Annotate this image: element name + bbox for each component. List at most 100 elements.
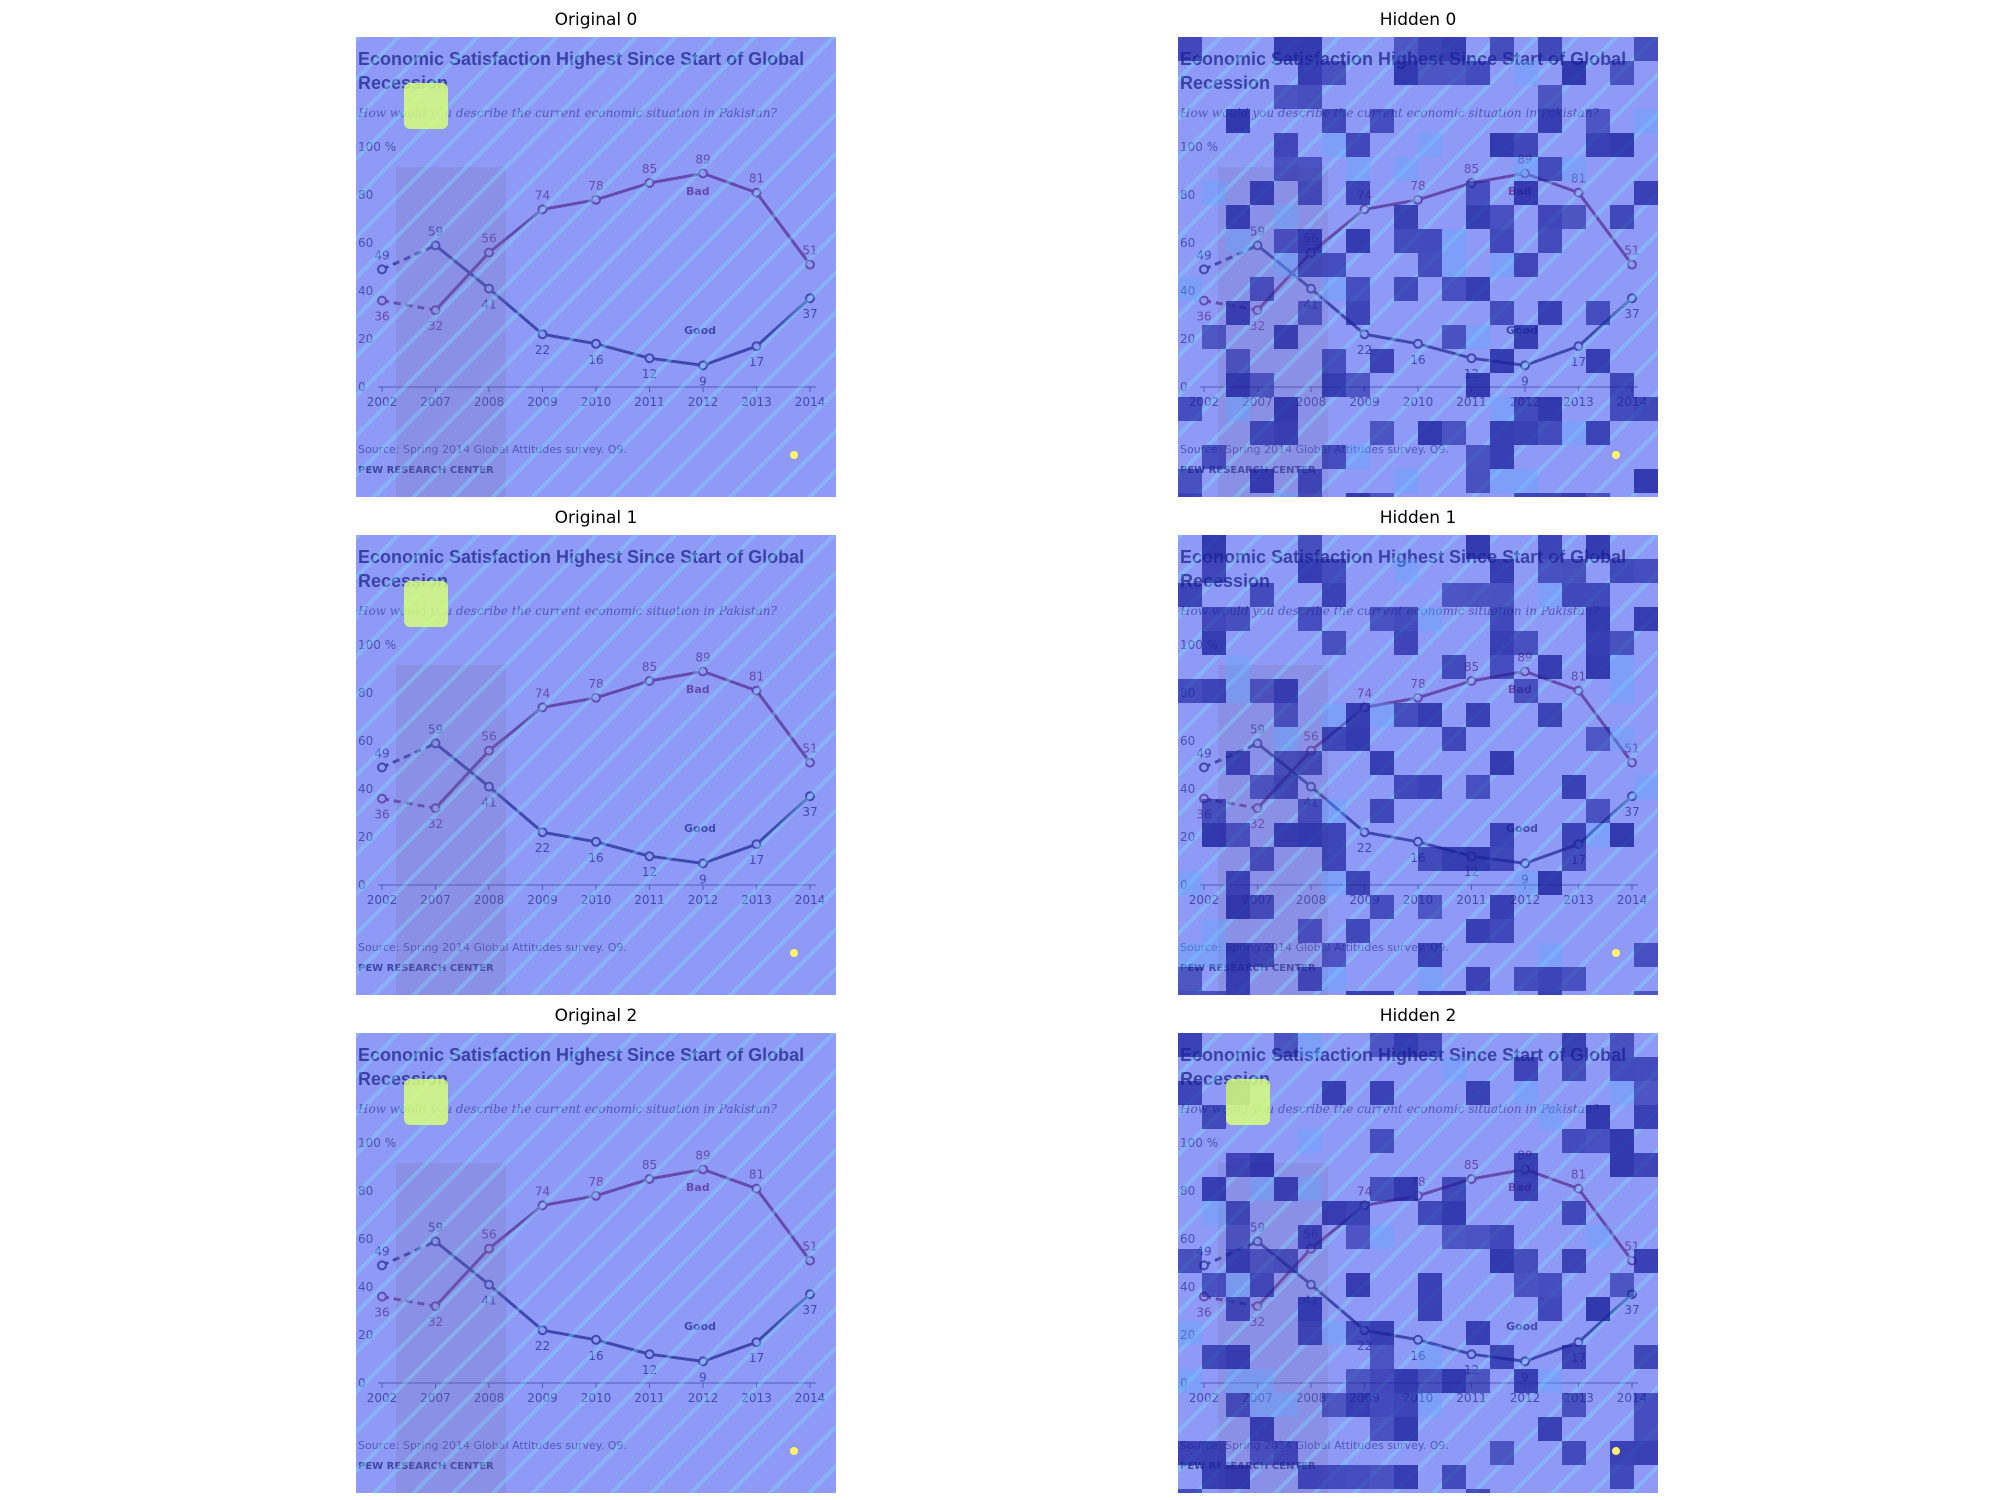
overlay-cell	[1274, 85, 1298, 109]
overlay-cell	[1490, 655, 1514, 679]
overlay-cell	[1298, 799, 1322, 823]
overlay-cell	[1418, 1345, 1442, 1369]
overlay-cell	[1394, 1417, 1418, 1441]
overlay-cell	[1178, 397, 1202, 421]
panel-title-original-1: Original 1	[554, 508, 638, 528]
overlay-cell	[1562, 823, 1586, 847]
overlay-cell	[1226, 823, 1250, 847]
overlay-cell	[1490, 1345, 1514, 1369]
overlay-cell	[1322, 799, 1346, 823]
overlay-cell	[1490, 445, 1514, 469]
overlay-cell	[1250, 469, 1274, 493]
overlay-cell	[1418, 943, 1442, 967]
overlay-cell	[1442, 277, 1466, 301]
overlay-cell	[1178, 679, 1202, 703]
overlay-cell	[1442, 1177, 1466, 1201]
overlay-cell	[1586, 631, 1610, 655]
overlay-cell	[1610, 1057, 1634, 1081]
overlay-cell	[1226, 943, 1250, 967]
overlay-cell	[1274, 205, 1298, 229]
overlay-cell	[1202, 799, 1226, 823]
overlay-cell	[1538, 559, 1562, 583]
overlay-cell	[1610, 61, 1634, 85]
overlay-cell	[1562, 1129, 1586, 1153]
overlay-cell	[1514, 493, 1538, 497]
overlay-cell	[1466, 1321, 1490, 1345]
overlay-cell	[1370, 421, 1394, 445]
overlay-cell	[1466, 445, 1490, 469]
overlay-cell	[1322, 631, 1346, 655]
overlay-cell	[1586, 607, 1610, 631]
overlay-cell	[1514, 157, 1538, 181]
overlay-cell	[1202, 325, 1226, 349]
overlay-cell	[1346, 493, 1370, 497]
overlay-cell	[1634, 991, 1658, 995]
overlay-cell	[1538, 421, 1562, 445]
overlay-cell	[1226, 1273, 1250, 1297]
overlay-cell	[1274, 1441, 1298, 1465]
overlay-cell	[1394, 775, 1418, 799]
overlay-cell	[1178, 1321, 1202, 1345]
overlay-cell	[1562, 583, 1586, 607]
overlay-cell	[1514, 1153, 1538, 1177]
overlay-cell	[1466, 61, 1490, 85]
overlay-cell	[1226, 1153, 1250, 1177]
overlay-cell	[1442, 229, 1466, 253]
overlay-cell	[1490, 823, 1514, 847]
overlay-cell	[1490, 301, 1514, 325]
overlay-cell	[1538, 1369, 1562, 1393]
overlay-cell	[1466, 775, 1490, 799]
overlay-cell	[1394, 1465, 1418, 1489]
overlay-cell	[1178, 493, 1202, 497]
overlay-cell	[1562, 1033, 1586, 1057]
overlay-cell	[1370, 799, 1394, 823]
overlay-cell	[1490, 895, 1514, 919]
overlay-cell	[1538, 205, 1562, 229]
overlay-cell	[1346, 445, 1370, 469]
overlay-cell	[1634, 943, 1658, 967]
overlay-dot	[1612, 1447, 1620, 1455]
overlay-cell	[1322, 823, 1346, 847]
overlay-cell	[1586, 1225, 1610, 1249]
overlay-cell	[1514, 631, 1538, 655]
overlay-cell	[1562, 1201, 1586, 1225]
overlay-cell	[1322, 703, 1346, 727]
overlay-cell	[1562, 1441, 1586, 1465]
overlay-cell	[1394, 469, 1418, 493]
overlay-cell	[1202, 1105, 1226, 1129]
overlay-cell	[1562, 847, 1586, 871]
overlay-cell	[1538, 535, 1562, 559]
overlay-cell	[1226, 229, 1250, 253]
overlay-cell	[1538, 655, 1562, 679]
overlay-cell	[1250, 1417, 1274, 1441]
overlay-cell	[1466, 277, 1490, 301]
overlay-cell	[1538, 493, 1562, 497]
overlay-cell	[1394, 157, 1418, 181]
overlay-cell	[1226, 1225, 1250, 1249]
overlay-cell	[1298, 823, 1322, 847]
overlay-cell	[1634, 1105, 1658, 1129]
overlay-cell	[1202, 823, 1226, 847]
overlay-cell	[1394, 61, 1418, 85]
overlay-cell	[1466, 1225, 1490, 1249]
panel-title-original-2: Original 2	[554, 1006, 638, 1026]
overlay-cell	[1202, 559, 1226, 583]
overlay-cell	[1322, 1201, 1346, 1225]
overlay-cell	[1634, 1249, 1658, 1273]
overlay-dot	[790, 1447, 798, 1455]
overlay-cell	[1226, 871, 1250, 895]
overlay-cell	[1226, 1465, 1250, 1489]
overlay-cell	[1490, 133, 1514, 157]
overlay-cell	[1538, 397, 1562, 421]
overlay-cell	[1394, 1393, 1418, 1417]
overlay-cell	[1274, 397, 1298, 421]
overlay-cell	[1346, 277, 1370, 301]
saliency-overlay	[356, 37, 836, 497]
overlay-cell	[1634, 37, 1658, 61]
overlay-cell	[1370, 1417, 1394, 1441]
overlay-cell	[1514, 1273, 1538, 1297]
overlay-cell	[1370, 1225, 1394, 1249]
overlay-cell	[1226, 349, 1250, 373]
overlay-cell	[1202, 1441, 1226, 1465]
overlay-cell	[1418, 1393, 1442, 1417]
